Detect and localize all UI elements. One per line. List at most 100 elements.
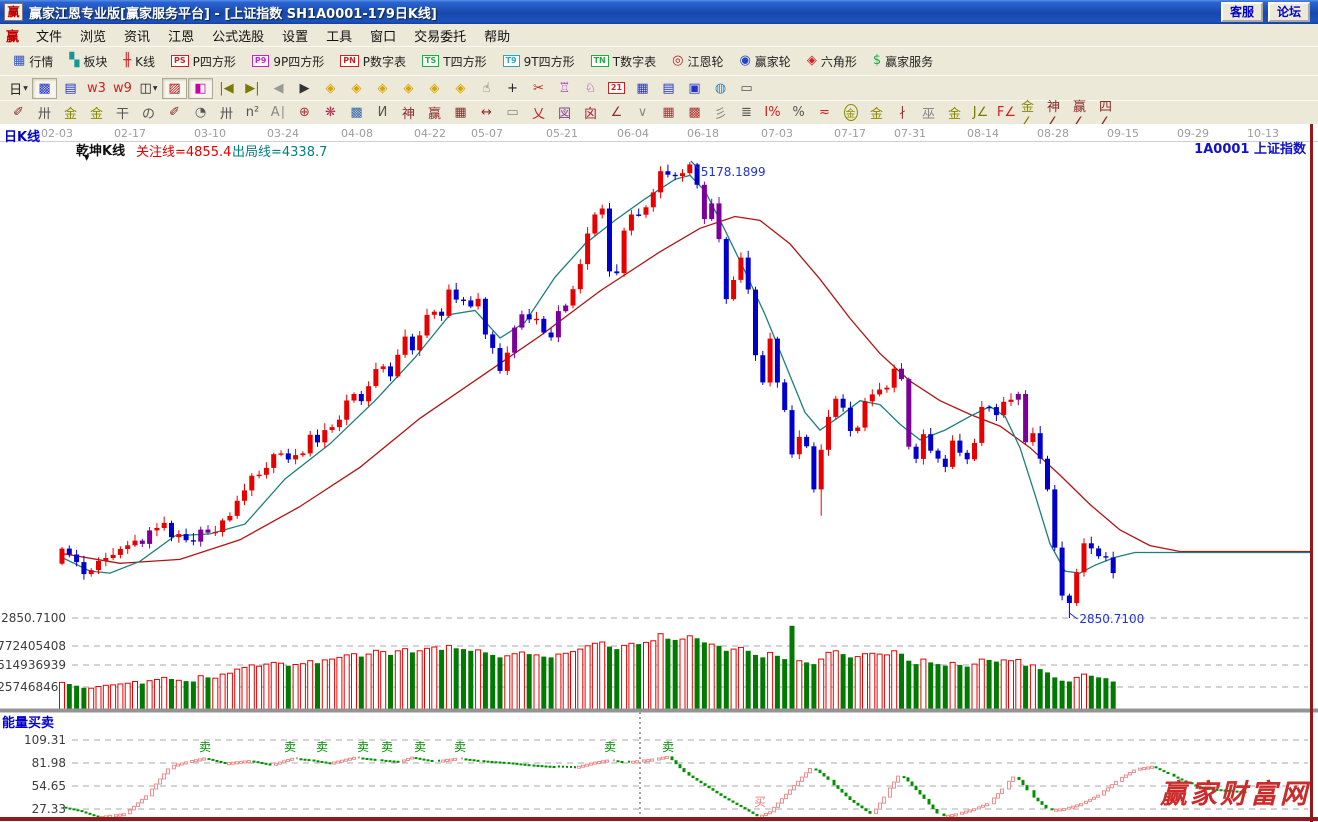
toolbar-hexagon-button[interactable]: ◈ 六角形 [800, 51, 864, 72]
menu-item-7[interactable]: 窗口 [370, 29, 397, 45]
tool-angle-set[interactable]: ∠ [604, 102, 629, 123]
tool-goto-first[interactable]: |◀ [214, 78, 239, 99]
forum-button[interactable]: 论坛 [1267, 2, 1310, 22]
tool-gold-level[interactable]: 金 [864, 102, 889, 123]
tool-zoom-right[interactable]: ◈ [344, 78, 369, 99]
tool-brush-2[interactable]: ✐ [162, 102, 187, 123]
tool-level-strike[interactable]: ≂ [812, 102, 837, 123]
tool-net-save[interactable]: ◍ [708, 78, 733, 99]
tool-calculator[interactable]: ▦ [630, 78, 655, 99]
tool-shen-angle[interactable]: 神∠ [1046, 100, 1071, 130]
tool-wave-3[interactable]: w3 [84, 78, 109, 99]
menu-item-8[interactable]: 交易委托 [414, 29, 467, 45]
tool-period-day[interactable]: 日 ▼ [6, 78, 31, 99]
toolbar-t-square-button[interactable]: TS T四方形 [415, 51, 494, 72]
tool-compress-h[interactable]: ◈ [370, 78, 395, 99]
tool-draw-brush[interactable]: ✐ [6, 102, 31, 123]
tool-hatch-lines[interactable]: 彡 [708, 102, 733, 123]
tool-wave-box[interactable]: 巫 [916, 102, 941, 123]
tool-expand-all[interactable]: ◈ [448, 78, 473, 99]
tool-spiral[interactable]: の [136, 102, 161, 123]
tool-v-wave[interactable]: ∨ [630, 102, 655, 123]
tool-tick-grid-2[interactable]: 卅 [214, 102, 239, 123]
tool-volume-flag[interactable]: ◧ [188, 77, 213, 99]
tool-circle-cross[interactable]: ⊕ [292, 102, 317, 123]
tool-expand-h[interactable]: ◈ [396, 78, 421, 99]
tool-notes[interactable]: ▤ [656, 78, 681, 99]
tool-k-mark[interactable]: И [370, 102, 395, 123]
menu-item-3[interactable]: 江恩 [168, 29, 195, 45]
toolbar-kline-button[interactable]: ╫ K线 [116, 51, 162, 72]
tool-gold-circle[interactable]: 金 [838, 102, 863, 123]
menu-item-9[interactable]: 帮助 [484, 29, 511, 45]
tool-wave-9[interactable]: w9 [110, 78, 135, 99]
tool-tick-grid[interactable]: 卅 [32, 102, 57, 123]
tool-n-square[interactable]: n² [240, 102, 265, 123]
tool-calendar[interactable]: 21 [604, 78, 629, 99]
tool-hand-drag[interactable]: ☝ [474, 78, 499, 99]
tool-gold-angle-line[interactable]: 金 [942, 102, 967, 123]
tool-goto-last[interactable]: ▶| [240, 78, 265, 99]
tool-gann-fan[interactable]: 乂 [526, 102, 551, 123]
tool-compress-v[interactable]: ◈ [422, 78, 447, 99]
tool-f-ruler[interactable]: 干 [110, 102, 135, 123]
kline-mode-button[interactable]: 乾坤K线 [76, 144, 126, 159]
tool-rect-select[interactable]: ▭ [500, 102, 525, 123]
menu-item-4[interactable]: 公式选股 [212, 29, 265, 45]
tool-shen-tool[interactable]: 神 [396, 102, 421, 123]
tool-zoom-left[interactable]: ◈ [318, 78, 343, 99]
tool-candle-tool[interactable]: ◫ ▼ [136, 78, 161, 99]
tool-seal-1[interactable]: ♖ [552, 78, 577, 99]
tool-grid-box-arrow[interactable]: ▩ [682, 102, 707, 123]
tool-percent[interactable]: % [786, 102, 811, 123]
tool-ying-angle[interactable]: 赢∠ [1072, 100, 1097, 130]
tool-t-percent[interactable]: Ⅰ% [760, 102, 785, 123]
tool-crosshair[interactable]: + [500, 78, 525, 99]
tool-si-angle[interactable]: 四∠ [1098, 100, 1123, 130]
tool-cut[interactable]: ✂ [526, 78, 551, 99]
toolbar-service-button[interactable]: $ 赢家服务 [866, 51, 940, 72]
tool-star-web[interactable]: ❋ [318, 102, 343, 123]
toolbar-quotes-button[interactable]: ▦ 行情 [6, 51, 60, 72]
tool-page-left[interactable]: ◀ [266, 78, 291, 99]
tool-j-angle[interactable]: J∠ [968, 102, 993, 123]
kline-plot[interactable]: 02-03 02-17 03-10 03-24 04-08 04-22 05-07 05-21… [0, 124, 1318, 822]
toolbar-p-square-button[interactable]: PS P四方形 [164, 51, 243, 72]
menu-item-2[interactable]: 资讯 [124, 29, 151, 45]
tool-f-angle[interactable]: F∠ [994, 102, 1019, 123]
tool-gold-grid-2[interactable]: 金 [84, 102, 109, 123]
tool-fan-box[interactable]: 図 [552, 102, 577, 123]
tool-stats-list[interactable]: ≣ [734, 102, 759, 123]
tool-ink-mark[interactable]: ∤ [890, 102, 915, 123]
tool-save[interactable]: ▣ [682, 78, 707, 99]
menu-item-6[interactable]: 工具 [326, 29, 353, 45]
tool-ying-tool[interactable]: 赢 [422, 102, 447, 123]
tool-page-right[interactable]: ▶ [292, 78, 317, 99]
menu-item-0[interactable]: 文件 [36, 29, 63, 45]
toolbar-gann-wheel-button[interactable]: ◎ 江恩轮 [665, 51, 730, 72]
tool-pattern-select[interactable]: ▩ [32, 77, 57, 99]
tool-gold-grid-1[interactable]: 金 [58, 102, 83, 123]
tool-seal-2[interactable]: ♘ [578, 78, 603, 99]
support-button[interactable]: 客服 [1220, 2, 1263, 22]
tool-clock-cycle[interactable]: ◔ [188, 102, 213, 123]
toolbar-9t-square-button[interactable]: T9 9T四方形 [496, 51, 582, 72]
toolbar-sectors-button[interactable]: ▚ 板块 [62, 51, 114, 72]
dropdown-arrow-icon[interactable]: ▼ [84, 154, 90, 162]
menu-item-5[interactable]: 设置 [282, 29, 309, 45]
toolbar-9p-square-button[interactable]: P9 9P四方形 [245, 51, 331, 72]
tool-printer[interactable]: ▭ [734, 78, 759, 99]
toolbar-winner-wheel-button[interactable]: ◉ 赢家轮 [732, 51, 797, 72]
toolbar-t-number-button[interactable]: TN T数字表 [584, 51, 664, 72]
tool-ruler-box[interactable]: ▦ [448, 102, 473, 123]
tool-span-measure[interactable]: ↔ [474, 102, 499, 123]
tool-web-grid[interactable]: ▩ [344, 102, 369, 123]
tool-fan-box-2[interactable]: 囟 [578, 102, 603, 123]
toolbar-p-number-button[interactable]: PN P数字表 [333, 51, 413, 72]
tool-qiankun-toggle[interactable]: ▨ [162, 77, 187, 99]
tool-angle-mirror[interactable]: A∣ [266, 102, 291, 123]
menu-item-1[interactable]: 浏览 [80, 29, 107, 45]
tool-gold-angle[interactable]: 金∠ [1020, 100, 1045, 130]
tool-grid-red[interactable]: ▦ [656, 102, 681, 123]
tool-info-panel[interactable]: ▤ [58, 78, 83, 99]
